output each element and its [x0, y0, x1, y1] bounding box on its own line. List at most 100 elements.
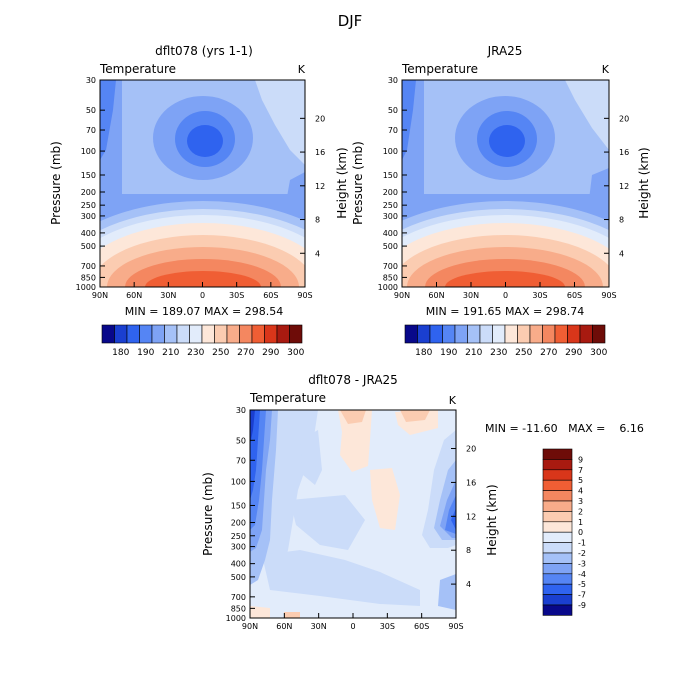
colorbar-swatch — [492, 324, 506, 344]
height-tick-label: 12 — [466, 512, 476, 521]
colorbar-label: -7 — [578, 591, 586, 600]
pressure-tick-label: 200 — [81, 188, 96, 197]
colorbar-swatch — [289, 324, 303, 344]
colorbar-label: 180 — [112, 348, 129, 358]
panel-model-field — [100, 80, 305, 287]
colorbar-swatch — [567, 324, 581, 344]
panel-obs-title: JRA25 — [487, 44, 523, 58]
colorbar-swatch — [164, 324, 178, 344]
colorbar-label: 300 — [287, 348, 304, 358]
page-title: DJF — [338, 12, 363, 30]
pressure-tick-label: 200 — [383, 188, 398, 197]
pressure-tick-label: 150 — [383, 171, 398, 180]
pressure-tick-label: 500 — [81, 242, 96, 251]
panel-diff-stats: MIN = -11.60 MAX = 6.16 — [485, 422, 644, 435]
pressure-tick-label: 50 — [388, 106, 398, 115]
colorbar-label: 290 — [565, 348, 582, 358]
colorbar-swatch — [151, 324, 165, 344]
lat-tick-label: 60S — [263, 291, 278, 300]
panel-obs-units: K — [602, 63, 610, 76]
lat-tick-label: 90N — [394, 291, 410, 300]
panel-diff-lat-ticks: 90N 60N 30N 0 30S 60S 90S — [242, 613, 464, 631]
colorbar-swatch — [579, 324, 593, 344]
colorbar-swatch — [542, 459, 573, 471]
height-tick-label: 12 — [315, 182, 325, 191]
panel-obs-ylabel: Pressure (mb) — [351, 141, 365, 225]
pressure-tick-label: 400 — [81, 229, 96, 238]
colorbar-label: 5 — [578, 476, 583, 485]
panel-diff-variable: Temperature — [249, 391, 326, 405]
lat-tick-label: 30S — [532, 291, 547, 300]
colorbar-swatch — [504, 324, 518, 344]
pressure-tick-label: 700 — [383, 262, 398, 271]
panel-obs-field — [402, 80, 609, 287]
pressure-tick-label: 1000 — [226, 614, 246, 623]
lat-tick-label: 0 — [503, 291, 508, 300]
colorbar-swatch — [542, 573, 573, 585]
colorbar-swatch — [542, 479, 573, 491]
panel-obs-stats: MIN = 191.65 MAX = 298.74 — [426, 305, 584, 318]
colorbar-label: -5 — [578, 580, 586, 589]
colorbar-swatch — [542, 448, 573, 460]
pressure-tick-label: 400 — [383, 229, 398, 238]
colorbar-swatch — [214, 324, 228, 344]
panel-model-colorbar: 180 190 210 230 250 270 290 300 — [101, 324, 305, 358]
panel-diff-height-ticks: 20 16 12 8 4 — [451, 445, 476, 589]
colorbar-swatch — [542, 542, 573, 554]
panel-model-stats: MIN = 189.07 MAX = 298.54 — [125, 305, 283, 318]
colorbar-swatch — [454, 324, 468, 344]
colorbar-label: 230 — [490, 348, 507, 358]
panel-model-units: K — [298, 63, 306, 76]
colorbar-label: 210 — [162, 348, 179, 358]
height-tick-label: 8 — [466, 546, 471, 555]
colorbar-label: -4 — [578, 570, 586, 579]
colorbar-label: -2 — [578, 549, 586, 558]
lat-tick-label: 30N — [311, 622, 327, 631]
colorbar-label: 0 — [578, 528, 583, 537]
panel-diff-colorbar: 9 75 432 10 -1-2-3 -4-5 -7-9 — [542, 448, 586, 616]
colorbar-swatch — [139, 324, 153, 344]
colorbar-swatch — [467, 324, 481, 344]
colorbar-swatch — [529, 324, 543, 344]
pressure-tick-label: 50 — [86, 106, 96, 115]
pressure-tick-label: 50 — [236, 436, 246, 445]
pressure-tick-label: 850 — [81, 273, 96, 282]
height-tick-label: 16 — [619, 148, 629, 157]
colorbar-swatch — [126, 324, 140, 344]
colorbar-swatch — [542, 604, 573, 616]
height-tick-label: 20 — [315, 114, 325, 123]
pressure-tick-label: 700 — [231, 593, 246, 602]
colorbar-swatch — [542, 511, 573, 523]
colorbar-label: 300 — [590, 348, 607, 358]
colorbar-swatch — [276, 324, 290, 344]
pressure-tick-label: 30 — [388, 76, 398, 85]
colorbar-swatch — [542, 324, 556, 344]
lat-tick-label: 60N — [126, 291, 142, 300]
pressure-tick-label: 250 — [81, 201, 96, 210]
colorbar-label: 4 — [578, 487, 583, 496]
lat-tick-label: 90N — [92, 291, 108, 300]
colorbar-swatch — [542, 583, 573, 595]
lat-tick-label: 30S — [380, 622, 395, 631]
colorbar-swatch — [404, 324, 418, 344]
pressure-tick-label: 700 — [81, 262, 96, 271]
colorbar-swatch — [201, 324, 215, 344]
panel-obs-lat-ticks: 90N 60N 30N 0 30S 60S 90S — [394, 282, 617, 300]
colorbar-swatch — [226, 324, 240, 344]
colorbar-label: 270 — [540, 348, 557, 358]
colorbar-swatch — [542, 500, 573, 512]
pressure-tick-label: 70 — [236, 456, 246, 465]
lat-tick-label: 0 — [350, 622, 355, 631]
pressure-tick-label: 70 — [388, 126, 398, 135]
colorbar-swatch — [442, 324, 456, 344]
lat-tick-label: 30N — [160, 291, 176, 300]
panel-model-ylabel-right: Height (km) — [335, 147, 349, 218]
panel-obs-variable: Temperature — [401, 62, 478, 76]
colorbar-swatch — [542, 552, 573, 564]
lat-tick-label: 60S — [414, 622, 429, 631]
lat-tick-label: 90S — [601, 291, 616, 300]
height-tick-label: 16 — [466, 478, 476, 487]
height-tick-label: 20 — [619, 114, 629, 123]
pressure-tick-label: 100 — [81, 147, 96, 156]
